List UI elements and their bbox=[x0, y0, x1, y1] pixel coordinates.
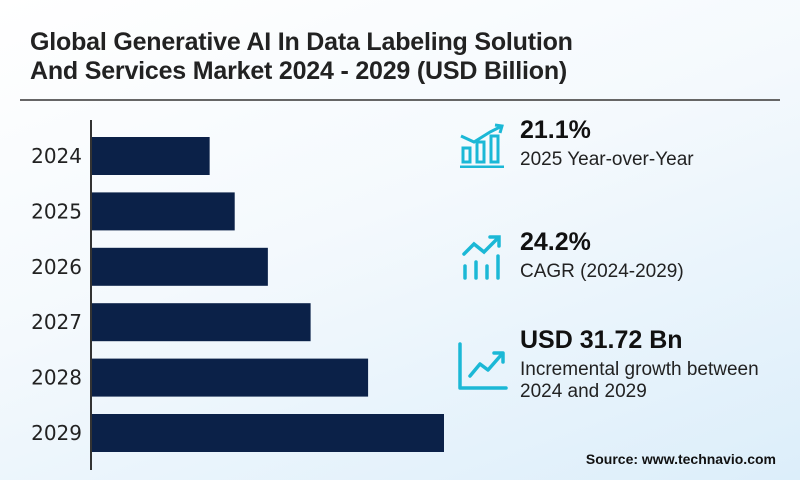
bar-2028 bbox=[91, 358, 369, 397]
bar-2024 bbox=[91, 137, 210, 175]
tick-label-2024: 2024 bbox=[31, 144, 82, 168]
source-note: Source: www.technavio.com bbox=[585, 451, 776, 467]
bar-2029 bbox=[91, 414, 444, 452]
tick-label-2025: 2025 bbox=[31, 199, 82, 223]
stat-value: 21.1% bbox=[520, 116, 591, 144]
chart-title: Global Generative AI In Data Labeling So… bbox=[30, 28, 573, 85]
stat-incremental: USD 31.72 Bn Incremental growth between … bbox=[520, 326, 770, 403]
tick-label-2028: 2028 bbox=[31, 366, 82, 390]
stat-value: 24.2% bbox=[520, 228, 591, 256]
stat-yoy: 21.1% 2025 Year-over-Year bbox=[520, 116, 694, 171]
stat-label: 2025 Year-over-Year bbox=[520, 149, 694, 170]
tick-label-2029: 2029 bbox=[31, 421, 82, 445]
bar-2026 bbox=[91, 247, 268, 286]
stat-label: Incremental growth between 2024 and 2029 bbox=[520, 359, 759, 402]
bar-chart-growth-icon bbox=[460, 123, 504, 168]
bar-2027 bbox=[91, 303, 311, 342]
trend-up-bars-icon bbox=[462, 235, 501, 280]
line-chart-up-icon bbox=[458, 342, 508, 390]
stat-cagr: 24.2% CAGR (2024-2029) bbox=[520, 228, 684, 283]
title-divider bbox=[20, 99, 780, 101]
bar-2025 bbox=[91, 192, 235, 231]
stat-label: CAGR (2024-2029) bbox=[520, 261, 684, 282]
tick-label-2027: 2027 bbox=[31, 310, 82, 334]
stat-value: USD 31.72 Bn bbox=[520, 326, 683, 354]
tick-label-2026: 2026 bbox=[31, 255, 82, 279]
